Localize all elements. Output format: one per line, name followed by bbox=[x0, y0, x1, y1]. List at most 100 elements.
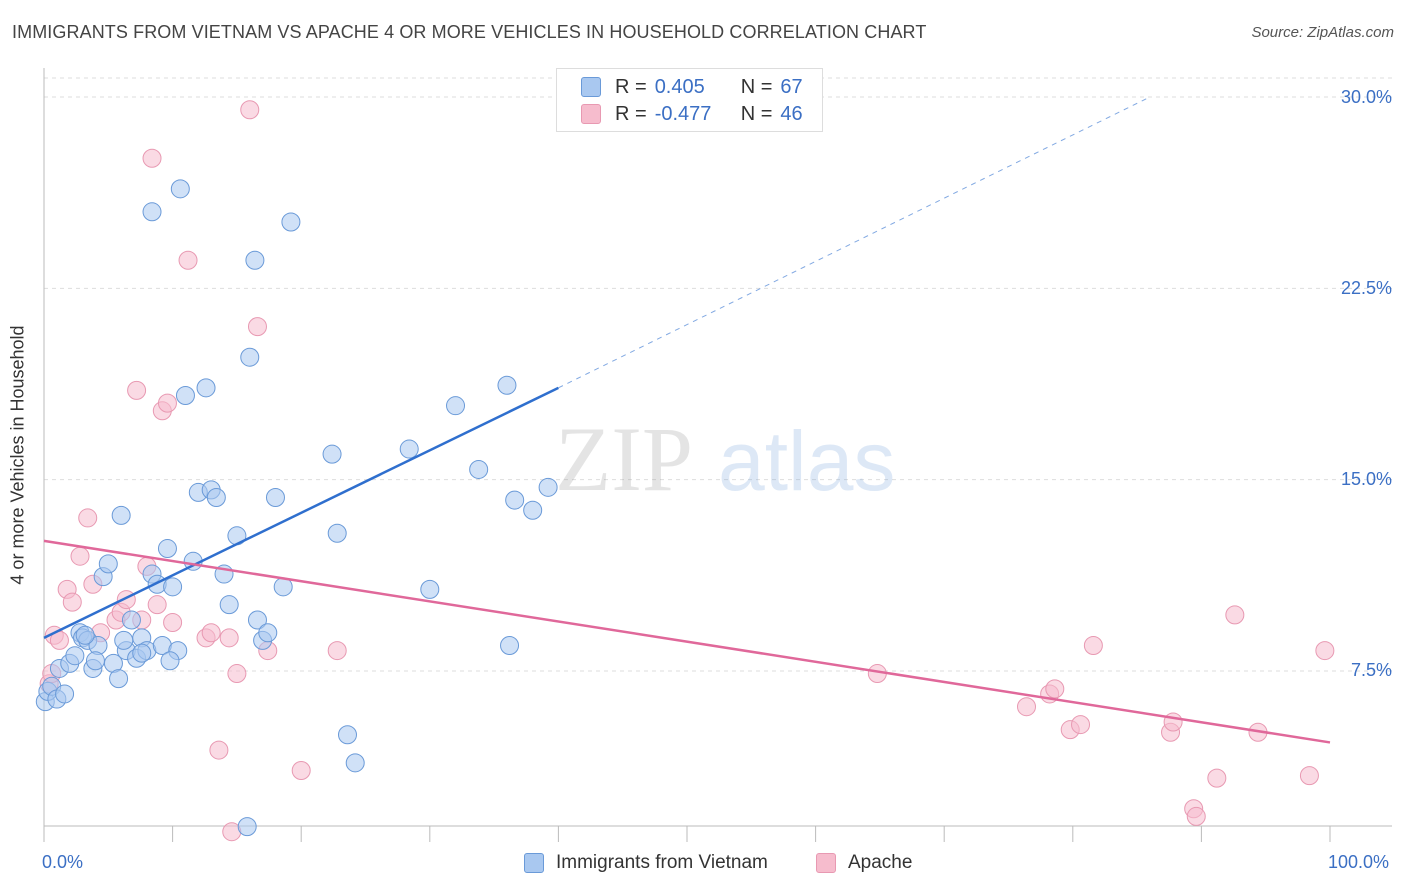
apache-point bbox=[142, 148, 162, 168]
vietnam-point bbox=[109, 669, 129, 689]
vietnam-point bbox=[247, 610, 267, 630]
apache-point bbox=[240, 100, 260, 120]
vietnam-point bbox=[55, 684, 75, 704]
vietnam-point bbox=[265, 488, 285, 508]
apache-point bbox=[291, 760, 311, 780]
apache-point bbox=[70, 546, 90, 566]
vietnam-point bbox=[75, 625, 95, 645]
y-tick-label: 7.5% bbox=[1350, 660, 1392, 680]
y-tick-label: 30.0% bbox=[1340, 87, 1392, 107]
apache-point bbox=[1071, 715, 1091, 735]
apache-point bbox=[1299, 766, 1319, 786]
vietnam-swatch bbox=[581, 77, 601, 97]
apache-point bbox=[1045, 679, 1065, 699]
apache-legend-swatch bbox=[816, 853, 836, 873]
apache-point bbox=[127, 380, 147, 400]
legend-row-vietnam: R = 0.405 N = 67 bbox=[581, 75, 803, 99]
apache-point bbox=[157, 393, 177, 413]
apache-point bbox=[209, 740, 229, 760]
vietnam-point bbox=[399, 439, 419, 459]
watermark-zip: ZIP bbox=[555, 408, 693, 510]
vietnam-point bbox=[157, 539, 177, 559]
vietnam-point bbox=[111, 505, 131, 525]
y-tick-label: 15.0% bbox=[1340, 469, 1392, 489]
apache-point bbox=[178, 250, 198, 270]
vietnam-point bbox=[538, 477, 558, 497]
vietnam-point bbox=[206, 488, 226, 508]
vietnam-trend-line bbox=[43, 386, 559, 639]
apache-point bbox=[201, 623, 221, 643]
vietnam-point bbox=[114, 630, 134, 650]
apache-point bbox=[1083, 635, 1103, 655]
r-label: R = bbox=[615, 75, 647, 98]
vietnam-point bbox=[237, 817, 257, 837]
vietnam-point bbox=[98, 554, 118, 574]
stats-legend: R = 0.405 N = 67 R = -0.477 N = 46 bbox=[556, 68, 823, 132]
trend-lines bbox=[43, 96, 1331, 744]
legend-label-vietnam: Immigrants from Vietnam bbox=[556, 852, 768, 873]
vietnam-point bbox=[281, 212, 301, 232]
vietnam-point bbox=[170, 179, 190, 199]
chart-title: IMMIGRANTS FROM VIETNAM VS APACHE 4 OR M… bbox=[12, 22, 927, 42]
vietnam-legend-swatch bbox=[524, 853, 544, 873]
vietnam-point bbox=[469, 459, 489, 479]
x-tick-label-min: 0.0% bbox=[42, 852, 84, 872]
vietnam-point bbox=[345, 753, 365, 773]
vietnam-point bbox=[163, 577, 183, 597]
y-axis-label: 4 or more Vehicles in Household bbox=[7, 325, 28, 585]
apache-trend-line bbox=[43, 539, 1331, 744]
apache-point bbox=[219, 628, 239, 648]
vietnam-point bbox=[500, 635, 520, 655]
apache-point bbox=[1315, 641, 1335, 661]
vietnam-point bbox=[160, 651, 180, 671]
vietnam-point bbox=[65, 646, 85, 666]
vietnam-point bbox=[337, 725, 357, 745]
vietnam-trend-extension bbox=[558, 96, 1151, 389]
vietnam-points bbox=[35, 179, 558, 837]
watermark: ZIP atlas bbox=[555, 408, 895, 510]
n-value: 67 bbox=[780, 75, 803, 98]
r-value: -0.477 bbox=[654, 102, 712, 125]
source-label: Source: ZipAtlas.com bbox=[1251, 24, 1394, 41]
vietnam-point bbox=[245, 250, 265, 270]
vietnam-point bbox=[240, 347, 260, 367]
vietnam-point bbox=[505, 490, 525, 510]
r-value: 0.405 bbox=[654, 75, 705, 98]
vietnam-point bbox=[85, 651, 105, 671]
vietnam-point bbox=[175, 385, 195, 405]
apache-point bbox=[1225, 605, 1245, 625]
vietnam-point bbox=[196, 378, 216, 398]
vietnam-point bbox=[446, 396, 466, 416]
apache-point bbox=[78, 508, 98, 528]
n-label: N = bbox=[740, 102, 773, 125]
legend-item-vietnam: Immigrants from Vietnam bbox=[524, 852, 768, 874]
legend-row-apache: R = -0.477 N = 46 bbox=[581, 102, 803, 126]
apache-point bbox=[247, 317, 267, 337]
apache-swatch bbox=[581, 104, 601, 124]
legend-item-apache: Apache bbox=[816, 852, 912, 874]
vietnam-point bbox=[327, 523, 347, 543]
apache-point bbox=[62, 592, 82, 612]
legend-label-apache: Apache bbox=[848, 852, 913, 873]
grid-lines bbox=[44, 77, 1392, 672]
vietnam-point bbox=[132, 643, 152, 663]
vietnam-point bbox=[322, 444, 342, 464]
apache-point bbox=[1207, 768, 1227, 788]
vietnam-point bbox=[219, 595, 239, 615]
watermark-atlas: atlas bbox=[718, 414, 895, 508]
apache-point bbox=[227, 664, 247, 684]
apache-point bbox=[147, 595, 167, 615]
n-value: 46 bbox=[780, 102, 803, 125]
vietnam-point bbox=[420, 579, 440, 599]
x-tick-label-max: 100.0% bbox=[1328, 852, 1390, 872]
vietnam-point bbox=[497, 375, 517, 395]
y-tick-label: 22.5% bbox=[1340, 278, 1392, 298]
vietnam-point bbox=[258, 623, 278, 643]
vietnam-point bbox=[142, 202, 162, 222]
r-label: R = bbox=[615, 102, 647, 125]
apache-point bbox=[1186, 806, 1206, 826]
n-label: N = bbox=[740, 75, 773, 98]
vietnam-point bbox=[523, 500, 543, 520]
apache-point bbox=[327, 641, 347, 661]
